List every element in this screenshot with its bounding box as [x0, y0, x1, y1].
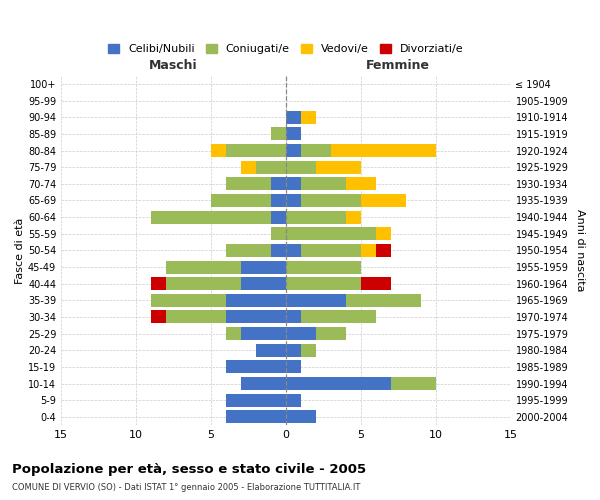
Bar: [376, 228, 391, 240]
Bar: [241, 277, 286, 290]
Text: Femmine: Femmine: [366, 60, 430, 72]
Bar: [166, 260, 241, 274]
Bar: [301, 344, 316, 356]
Bar: [151, 310, 166, 324]
Bar: [286, 260, 361, 274]
Bar: [286, 277, 361, 290]
Bar: [361, 244, 376, 257]
Bar: [226, 394, 286, 406]
Bar: [286, 111, 301, 124]
Bar: [166, 310, 226, 324]
Bar: [286, 344, 301, 356]
Bar: [226, 410, 286, 424]
Bar: [241, 260, 286, 274]
Bar: [286, 360, 301, 374]
Bar: [376, 244, 391, 257]
Bar: [151, 294, 226, 307]
Text: Maschi: Maschi: [149, 60, 198, 72]
Bar: [301, 178, 346, 190]
Bar: [316, 327, 346, 340]
Bar: [346, 178, 376, 190]
Bar: [286, 210, 346, 224]
Legend: Celibi/Nubili, Coniugati/e, Vedovi/e, Divorziati/e: Celibi/Nubili, Coniugati/e, Vedovi/e, Di…: [104, 40, 468, 58]
Bar: [286, 178, 301, 190]
Bar: [241, 377, 286, 390]
Bar: [226, 294, 286, 307]
Bar: [286, 294, 346, 307]
Bar: [271, 178, 286, 190]
Bar: [241, 327, 286, 340]
Bar: [301, 310, 376, 324]
Bar: [286, 244, 301, 257]
Bar: [286, 377, 391, 390]
Bar: [271, 244, 286, 257]
Bar: [211, 144, 226, 157]
Y-axis label: Anni di nascita: Anni di nascita: [575, 209, 585, 292]
Y-axis label: Fasce di età: Fasce di età: [15, 217, 25, 284]
Bar: [256, 160, 286, 173]
Bar: [226, 360, 286, 374]
Bar: [346, 294, 421, 307]
Bar: [301, 144, 331, 157]
Bar: [151, 210, 271, 224]
Bar: [151, 277, 166, 290]
Bar: [226, 144, 286, 157]
Bar: [361, 194, 406, 207]
Bar: [301, 244, 361, 257]
Bar: [211, 194, 271, 207]
Bar: [286, 128, 301, 140]
Bar: [271, 228, 286, 240]
Bar: [391, 377, 436, 390]
Bar: [331, 144, 436, 157]
Bar: [226, 310, 286, 324]
Bar: [316, 160, 361, 173]
Bar: [226, 178, 271, 190]
Bar: [301, 194, 361, 207]
Bar: [226, 327, 241, 340]
Bar: [271, 194, 286, 207]
Bar: [226, 244, 271, 257]
Bar: [166, 277, 241, 290]
Bar: [346, 210, 361, 224]
Bar: [271, 128, 286, 140]
Bar: [286, 194, 301, 207]
Text: Popolazione per età, sesso e stato civile - 2005: Popolazione per età, sesso e stato civil…: [12, 462, 366, 475]
Bar: [301, 111, 316, 124]
Bar: [286, 228, 376, 240]
Bar: [361, 277, 391, 290]
Bar: [241, 160, 256, 173]
Bar: [271, 210, 286, 224]
Bar: [286, 394, 301, 406]
Bar: [286, 410, 316, 424]
Bar: [256, 344, 286, 356]
Bar: [286, 160, 316, 173]
Bar: [286, 144, 301, 157]
Bar: [286, 327, 316, 340]
Text: COMUNE DI VERVIO (SO) - Dati ISTAT 1° gennaio 2005 - Elaborazione TUTTITALIA.IT: COMUNE DI VERVIO (SO) - Dati ISTAT 1° ge…: [12, 482, 361, 492]
Bar: [286, 310, 301, 324]
